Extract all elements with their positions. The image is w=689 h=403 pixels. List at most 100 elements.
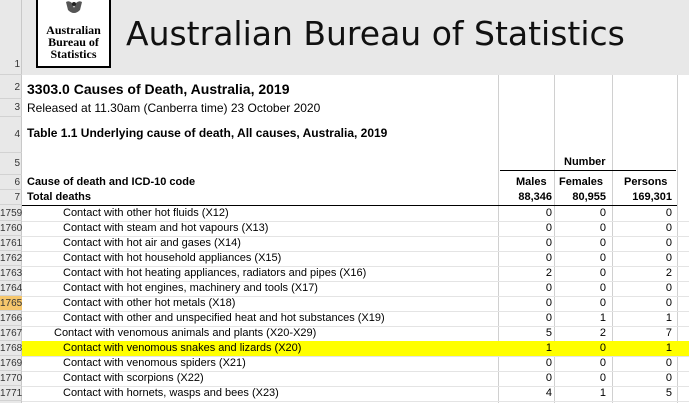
persons-cell[interactable]: 0 xyxy=(665,372,672,384)
persons-cell[interactable]: 0 xyxy=(665,252,672,264)
females-cell[interactable]: 1 xyxy=(599,387,606,399)
males-cell[interactable]: 0 xyxy=(545,237,552,249)
row-gridline xyxy=(22,371,689,372)
males-header[interactable]: Males xyxy=(516,176,547,188)
cause-cell[interactable]: Contact with venomous spiders (X21) xyxy=(63,357,246,369)
persons-cell[interactable]: 0 xyxy=(665,357,672,369)
row-number[interactable]: 4 xyxy=(0,117,22,153)
cause-cell[interactable]: Contact with scorpions (X22) xyxy=(63,372,204,384)
table-title[interactable]: Table 1.1 Underlying cause of death, All… xyxy=(27,126,388,140)
row-number[interactable]: 7 xyxy=(0,190,22,205)
row-number[interactable]: 6 xyxy=(0,175,22,190)
table-row: Contact with other hot metals (X18) 0 0 0 xyxy=(22,296,689,311)
logo-line-2: Bureau of xyxy=(48,35,99,49)
page-title: Australian Bureau of Statistics xyxy=(126,14,625,53)
females-cell[interactable]: 0 xyxy=(599,222,606,234)
table-row: Contact with hot engines, machinery and … xyxy=(22,281,689,296)
males-cell[interactable]: 0 xyxy=(545,222,552,234)
col-sep-3 xyxy=(612,75,613,403)
persons-cell[interactable]: 2 xyxy=(665,267,672,279)
cause-cell[interactable]: Contact with hot household appliances (X… xyxy=(63,252,282,264)
cause-cell[interactable]: Contact with venomous snakes and lizards… xyxy=(63,342,302,354)
total-underline xyxy=(22,205,677,206)
table-row: Contact with venomous animals and plants… xyxy=(22,326,689,341)
persons-header[interactable]: Persons xyxy=(624,176,668,188)
row-number[interactable]: 1763 xyxy=(0,268,23,281)
females-cell[interactable]: 0 xyxy=(599,357,606,369)
cause-cell[interactable]: Contact with other hot metals (X18) xyxy=(63,297,236,309)
cause-cell[interactable]: Contact with venomous animals and plants… xyxy=(54,327,317,339)
row-number[interactable]: 5 xyxy=(0,153,22,175)
males-cell[interactable]: 0 xyxy=(545,282,552,294)
table-row: Contact with venomous spiders (X21) 0 0 0 xyxy=(22,356,689,371)
females-header[interactable]: Females xyxy=(559,176,604,188)
cause-cell[interactable]: Contact with other hot fluids (X12) xyxy=(63,207,229,219)
males-cell[interactable]: 1 xyxy=(545,342,552,354)
males-cell[interactable]: 0 xyxy=(545,372,552,384)
persons-cell[interactable]: 0 xyxy=(665,237,672,249)
persons-cell[interactable]: 0 xyxy=(665,207,672,219)
persons-cell[interactable]: 7 xyxy=(665,327,672,339)
females-cell[interactable]: 0 xyxy=(599,282,606,294)
males-cell[interactable]: 2 xyxy=(545,267,552,279)
males-cell[interactable]: 0 xyxy=(545,357,552,369)
release-info[interactable]: Released at 11.30am (Canberra time) 23 O… xyxy=(27,101,321,115)
row-number[interactable]: 1759 xyxy=(0,208,23,221)
row-number[interactable]: 1761 xyxy=(0,238,23,251)
col-sep-1 xyxy=(498,75,499,403)
table-row: Contact with steam and hot vapours (X13)… xyxy=(22,221,689,236)
females-cell[interactable]: 0 xyxy=(599,372,606,384)
total-persons[interactable]: 169,301 xyxy=(632,191,672,203)
males-cell[interactable]: 0 xyxy=(545,297,552,309)
cause-cell[interactable]: Contact with hot heating appliances, rad… xyxy=(63,267,367,279)
row-number[interactable]: 1764 xyxy=(0,283,23,296)
number-header[interactable]: Number xyxy=(564,156,606,168)
persons-cell[interactable]: 0 xyxy=(665,297,672,309)
total-deaths-label[interactable]: Total deaths xyxy=(27,191,91,203)
persons-cell[interactable]: 1 xyxy=(665,312,672,324)
row-number[interactable]: 1767 xyxy=(0,328,23,341)
cause-header[interactable]: Cause of death and ICD-10 code xyxy=(27,176,196,188)
males-cell[interactable]: 0 xyxy=(545,252,552,264)
cause-cell[interactable]: Contact with steam and hot vapours (X13) xyxy=(63,222,269,234)
row-number[interactable]: 1 xyxy=(0,0,22,75)
cause-cell[interactable]: Contact with other and unspecified heat … xyxy=(63,312,385,324)
row-number[interactable]: 1771 xyxy=(0,388,23,401)
males-cell[interactable]: 0 xyxy=(545,207,552,219)
row-gridline xyxy=(22,296,689,297)
persons-cell[interactable]: 5 xyxy=(665,387,672,399)
females-cell[interactable]: 0 xyxy=(599,342,606,354)
publication-title[interactable]: 3303.0 Causes of Death, Australia, 2019 xyxy=(27,81,290,97)
females-cell[interactable]: 0 xyxy=(599,207,606,219)
males-cell[interactable]: 0 xyxy=(545,312,552,324)
persons-cell[interactable]: 0 xyxy=(665,222,672,234)
row-number[interactable]: 1766 xyxy=(0,313,23,326)
males-cell[interactable]: 5 xyxy=(545,327,552,339)
table-row: Contact with other hot fluids (X12) 0 0 0 xyxy=(22,206,689,221)
females-cell[interactable]: 0 xyxy=(599,267,606,279)
table-row: Contact with scorpions (X22) 0 0 0 xyxy=(22,371,689,386)
row-number[interactable]: 1768 xyxy=(0,343,23,356)
row-number[interactable]: 1765 xyxy=(0,296,23,311)
persons-cell[interactable]: 0 xyxy=(665,282,672,294)
row-number[interactable]: 1762 xyxy=(0,253,23,266)
total-males[interactable]: 88,346 xyxy=(518,191,552,203)
females-cell[interactable]: 2 xyxy=(599,327,606,339)
persons-cell[interactable]: 1 xyxy=(665,342,672,354)
cause-cell[interactable]: Contact with hot engines, machinery and … xyxy=(63,282,318,294)
females-cell[interactable]: 0 xyxy=(599,237,606,249)
cause-cell[interactable]: Contact with hornets, wasps and bees (X2… xyxy=(63,387,279,399)
row-number[interactable]: 3 xyxy=(0,99,22,117)
females-cell[interactable]: 0 xyxy=(599,297,606,309)
row-number[interactable]: 1769 xyxy=(0,358,23,371)
row-number[interactable]: 2 xyxy=(0,75,22,99)
coat-of-arms-icon xyxy=(66,1,82,14)
total-females[interactable]: 80,955 xyxy=(572,191,606,203)
females-cell[interactable]: 1 xyxy=(599,312,606,324)
females-cell[interactable]: 0 xyxy=(599,252,606,264)
row-number[interactable]: 1760 xyxy=(0,223,23,236)
males-cell[interactable]: 4 xyxy=(545,387,552,399)
row-number[interactable]: 1770 xyxy=(0,373,23,386)
cause-cell[interactable]: Contact with hot air and gases (X14) xyxy=(63,237,241,249)
